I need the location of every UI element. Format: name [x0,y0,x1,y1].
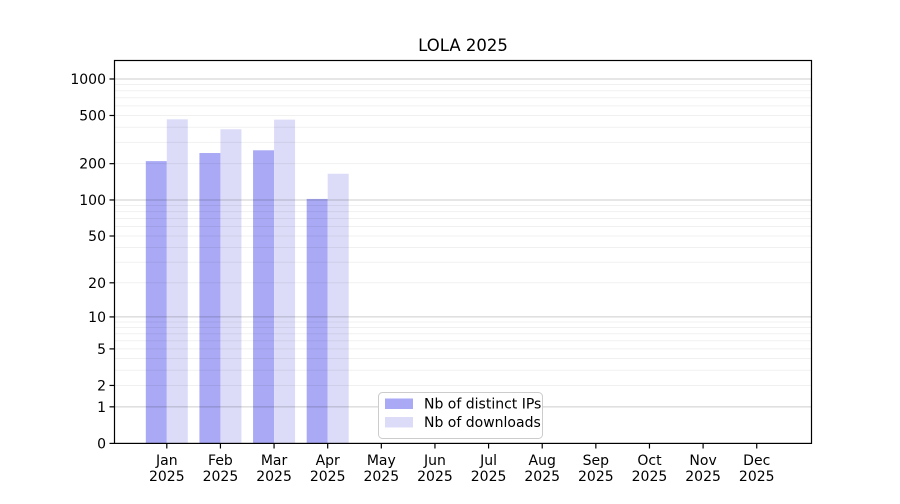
y-tick-label: 500 [79,108,106,124]
x-tick-label-month: May [367,453,396,469]
legend-label-downloads: Nb of downloads [424,415,541,431]
bars-group [145,119,349,444]
x-tick-label-month: Jun [423,453,446,469]
x-tick-label-month: Dec [743,453,770,469]
y-tick-label: 2 [97,378,106,394]
bar-downloads-jan [166,119,188,444]
legend-swatch-downloads [385,417,413,428]
x-tick-label-year: 2025 [256,469,292,485]
y-tick-label: 10 [88,310,106,326]
plot-frame [113,59,813,444]
x-tick-label-month: Jan [155,453,178,469]
x-tick-label-year: 2025 [739,469,775,485]
x-tick-label-month: Mar [261,453,288,469]
legend-swatch-ips [385,398,413,409]
y-tick-label: 200 [79,157,106,173]
x-tick-label-year: 2025 [471,469,507,485]
y-tick-label: 100 [79,193,106,209]
bar-ips-jan [145,161,167,444]
bar-downloads-feb [220,129,242,444]
bar-ips-mar [253,150,275,444]
x-tick-label-year: 2025 [417,469,453,485]
legend-box [378,392,543,439]
y-tick-label: 5 [97,342,106,358]
y-tick-label: 20 [88,276,106,292]
x-tick-label-month: Jul [479,453,497,469]
y-tick-label: 1000 [70,72,106,88]
bar-downloads-mar [274,119,296,444]
gridlines-group [114,78,812,408]
x-tick-label-year: 2025 [203,469,239,485]
chart-title: LOLA 2025 [418,36,508,55]
legend-group: Nb of distinct IPs Nb of downloads [378,392,543,439]
x-tick-label-year: 2025 [149,469,185,485]
x-tick-label-month: Nov [689,453,716,469]
bar-downloads-apr [327,173,349,444]
x-tick-label-year: 2025 [632,469,668,485]
bar-ips-apr [306,198,328,444]
y-tick-label: 50 [88,229,106,245]
x-tick-label-month: Oct [637,453,662,469]
x-tick-label-year: 2025 [524,469,560,485]
y-tick-label: 0 [97,436,106,452]
bar-ips-feb [199,153,221,444]
x-tick-label-year: 2025 [363,469,399,485]
x-tick-label-month: Aug [529,453,556,469]
x-tick-label-year: 2025 [578,469,614,485]
axes-group: 10005002001005020105210Jan2025Feb2025Mar… [70,59,813,485]
legend-label-ips: Nb of distinct IPs [424,397,541,413]
x-tick-label-month: Feb [208,453,233,469]
y-tick-label: 1 [97,400,106,416]
x-tick-label-year: 2025 [310,469,346,485]
x-tick-label-month: Apr [316,453,340,469]
x-tick-label-year: 2025 [685,469,721,485]
x-tick-label-month: Sep [583,453,610,469]
